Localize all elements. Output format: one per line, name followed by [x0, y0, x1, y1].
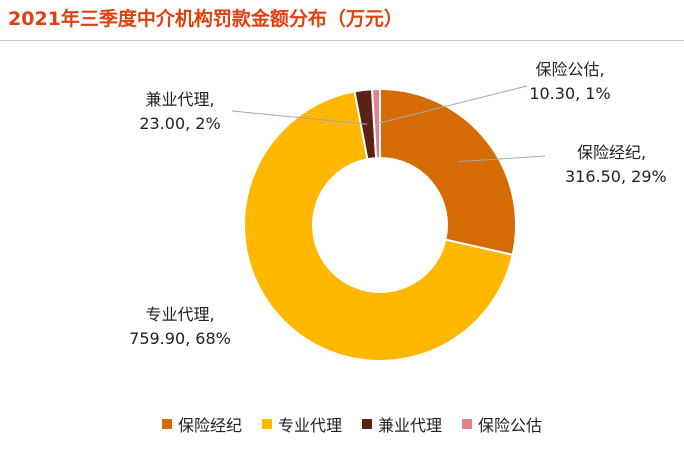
leader-line-part-time-agency	[231, 110, 368, 125]
legend-label: 保险经纪	[178, 416, 243, 435]
leader-line-loss-adjuster	[376, 85, 528, 125]
legend-swatch	[162, 419, 172, 429]
chart-title: 2021年三季度中介机构罚款金额分布（万元）	[8, 8, 403, 30]
legend-item-broker: 保险经纪	[162, 412, 242, 436]
slice-professional-agency	[243, 90, 514, 362]
legend-label: 专业代理	[278, 416, 343, 435]
data-label-professional-agency: 专业代理, 759.90, 68%	[129, 305, 231, 348]
legend-swatch	[262, 419, 273, 429]
legend-swatch	[462, 419, 473, 429]
title-divider	[0, 40, 684, 41]
legend-label: 兼业代理	[378, 416, 443, 435]
legend-item-professional-agency: 专业代理	[262, 412, 342, 436]
legend-item-loss-adjuster: 保险公估	[462, 412, 542, 436]
data-label-part-time-agency: 兼业代理, 23.00, 2%	[139, 90, 220, 133]
legend-item-part-time-agency: 兼业代理	[362, 412, 442, 436]
legend: 保险经纪 专业代理 兼业代理 保险公估	[162, 412, 542, 436]
slice-broker	[379, 87, 517, 257]
slice-loss-adjuster	[371, 87, 381, 160]
data-label-loss-adjuster: 保险公估, 10.30, 1%	[529, 60, 610, 103]
leader-line-broker	[459, 155, 546, 163]
data-label-broker: 保险经纪, 316.50, 29%	[565, 143, 667, 186]
legend-swatch	[362, 419, 373, 429]
legend-label: 保险公估	[478, 416, 543, 435]
